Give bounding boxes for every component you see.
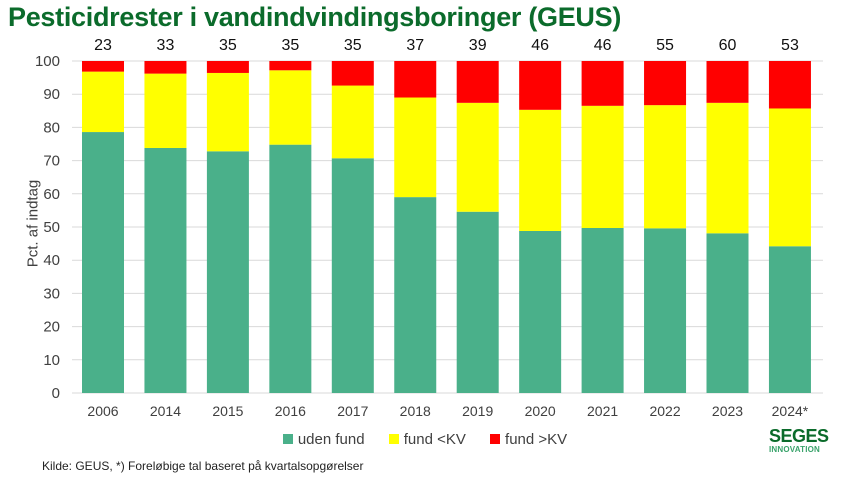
bar-segment-fund-kv: [519, 61, 562, 110]
bar-segment-uden-fund: [82, 132, 124, 393]
bar-segment-fund-kv: [144, 61, 187, 74]
count-label: 35: [344, 37, 362, 54]
bar-segment-uden-fund: [144, 147, 187, 393]
bar-segment-fund-kv: [269, 61, 312, 71]
count-label: 53: [781, 37, 799, 54]
bar-segment-fund-kv: [456, 102, 499, 212]
count-label: 35: [281, 37, 299, 54]
seges-logo: SEGES INNOVATION: [769, 427, 829, 454]
bar-segment-fund-kv: [581, 61, 624, 106]
bar-segment-fund-kv: [82, 71, 124, 133]
y-tick-label: 30: [43, 285, 60, 302]
bar-segment-fund-kv: [644, 105, 687, 229]
count-label: 33: [157, 37, 175, 54]
x-tick-label: 2020: [525, 403, 556, 419]
x-tick-label: 2021: [587, 403, 618, 419]
chart-title: Pesticidrester i vandindvindingsboringer…: [8, 2, 622, 32]
bar-segment-fund-kv: [768, 108, 811, 247]
y-tick-label: 60: [43, 186, 60, 203]
legend: uden fund fund <KV fund >KV: [0, 431, 850, 448]
bar-segment-fund-kv: [206, 61, 249, 73]
y-tick-label: 70: [43, 153, 60, 170]
source-note: Kilde: GEUS, *) Foreløbige tal baseret p…: [42, 459, 364, 473]
y-tick-label: 100: [35, 53, 60, 70]
bar-segment-fund-kv: [394, 61, 437, 98]
bar-segment-uden-fund: [206, 151, 249, 393]
count-label: 55: [656, 37, 674, 54]
bar-segment-fund-kv: [706, 102, 749, 234]
bar-segment-fund-kv: [331, 85, 374, 159]
x-tick-label: 2018: [400, 403, 431, 419]
bar-segment-fund-kv: [519, 109, 562, 231]
x-tick-label: 2022: [649, 403, 680, 419]
bar-segment-uden-fund: [581, 227, 624, 393]
y-tick-label: 10: [43, 352, 60, 369]
legend-swatch: [490, 434, 501, 444]
bar-segment-uden-fund: [644, 228, 687, 393]
x-tick-label: 2006: [87, 403, 118, 419]
count-label: 46: [594, 37, 612, 54]
legend-label: fund <KV: [403, 431, 466, 448]
bar-segment-fund-kv: [82, 61, 124, 72]
bar-segment-uden-fund: [456, 211, 499, 393]
bar-segment-fund-kv: [269, 70, 312, 145]
y-tick-label: 80: [43, 119, 60, 136]
bar-segment-uden-fund: [331, 158, 374, 393]
bar-segment-fund-kv: [206, 72, 249, 152]
bar-segment-fund-kv: [394, 97, 437, 198]
bar-segment-uden-fund: [269, 144, 312, 393]
bar-segment-uden-fund: [768, 246, 811, 393]
bar-segment-uden-fund: [706, 233, 749, 393]
bar-segment-fund-kv: [331, 61, 374, 86]
bar-segment-fund-kv: [644, 61, 687, 106]
bar-segment-fund-kv: [456, 61, 499, 103]
y-axis-label: Pct. af indtag: [24, 179, 42, 268]
bar-segment-fund-kv: [706, 61, 749, 103]
x-tick-label: 2016: [275, 403, 306, 419]
y-tick-label: 40: [43, 252, 60, 269]
legend-item-uden-fund: uden fund: [282, 431, 365, 448]
count-label: 60: [719, 37, 737, 54]
count-label: 39: [469, 37, 487, 54]
logo-subtext: INNOVATION: [769, 445, 821, 454]
count-label: 35: [219, 37, 237, 54]
bar-segment-fund-kv: [768, 61, 811, 109]
x-tick-label: 2017: [337, 403, 368, 419]
count-label: 23: [94, 37, 112, 54]
y-tick-label: 50: [43, 219, 60, 236]
y-tick-label: 0: [52, 385, 60, 402]
x-tick-label: 2014: [150, 403, 181, 419]
x-tick-label: 2024*: [772, 403, 809, 419]
logo-text: SEGES: [769, 426, 829, 446]
bar-segment-fund-kv: [581, 105, 624, 228]
x-tick-label: 2015: [212, 403, 243, 419]
y-tick-label: 90: [43, 86, 60, 103]
bar-segment-uden-fund: [519, 230, 562, 393]
x-tick-label: 2023: [712, 403, 743, 419]
bar-segment-fund-kv: [144, 73, 187, 148]
y-tick-label: 20: [43, 319, 60, 336]
count-label: 46: [531, 37, 549, 54]
legend-swatch: [282, 434, 293, 444]
bar-segment-uden-fund: [394, 197, 437, 393]
x-tick-label: 2019: [462, 403, 493, 419]
count-label: 37: [406, 37, 424, 54]
legend-label: fund >KV: [505, 431, 568, 448]
legend-swatch: [388, 434, 399, 444]
legend-item-fund-under-kv: fund <KV: [388, 431, 466, 448]
legend-label: uden fund: [297, 431, 365, 448]
legend-item-fund-over-kv: fund >KV: [490, 431, 567, 448]
